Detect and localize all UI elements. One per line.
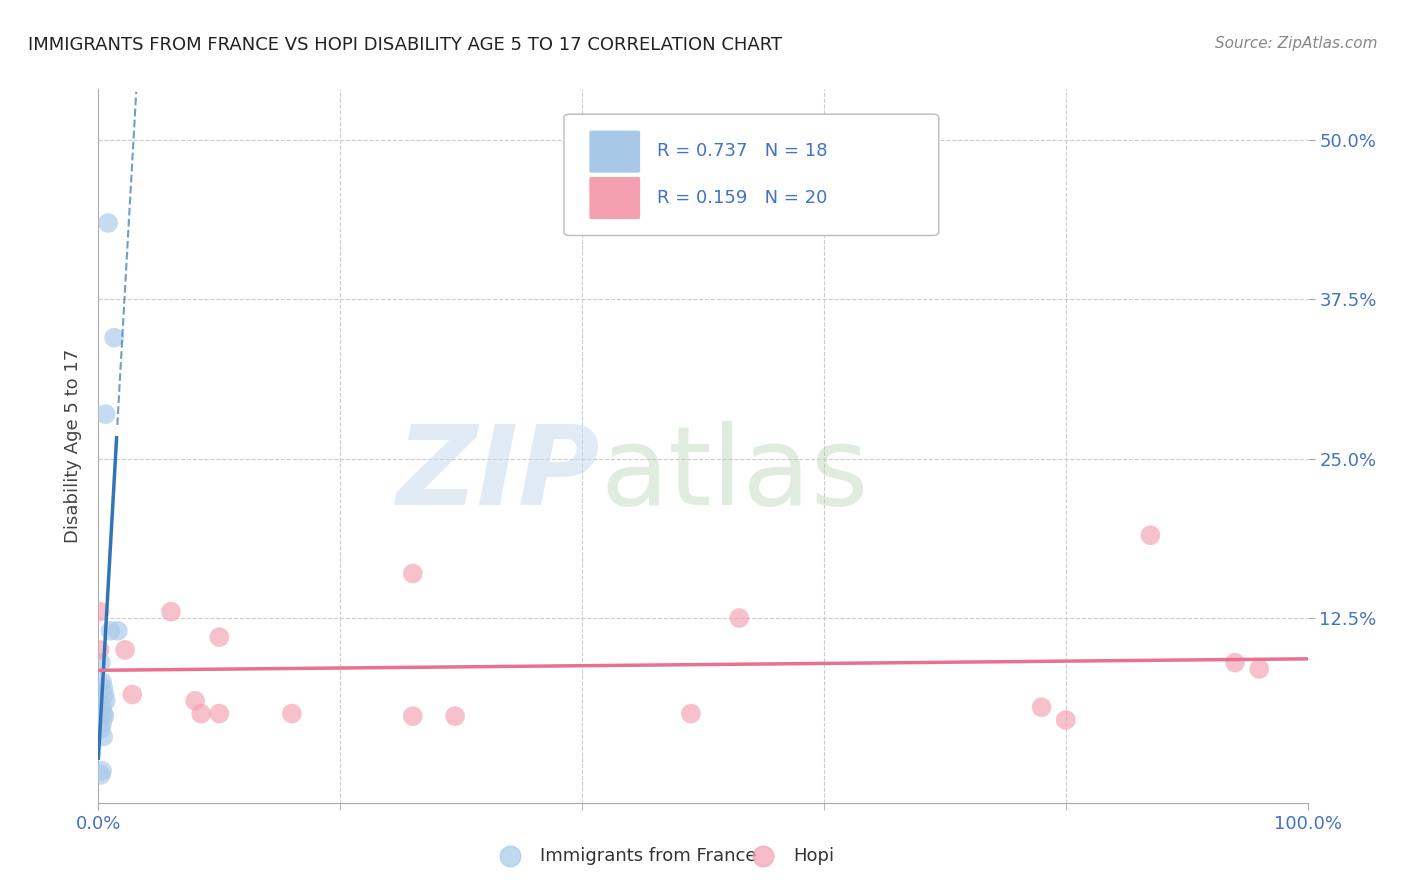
- Point: [90, 722, 112, 736]
- Point: [208, 630, 231, 644]
- Point: [90, 768, 112, 782]
- Point: [107, 624, 129, 638]
- Text: ZIP: ZIP: [396, 421, 600, 528]
- Point: [91, 706, 114, 721]
- Point: [498, 866, 520, 880]
- Point: [100, 624, 122, 638]
- Point: [91, 716, 114, 731]
- FancyBboxPatch shape: [564, 114, 939, 235]
- Point: [444, 709, 467, 723]
- Text: R = 0.159   N = 20: R = 0.159 N = 20: [657, 189, 827, 207]
- Point: [1223, 656, 1246, 670]
- Text: Immigrants from France: Immigrants from France: [540, 847, 756, 865]
- Point: [208, 706, 231, 721]
- Point: [121, 688, 143, 702]
- Point: [94, 694, 117, 708]
- Text: Hopi: Hopi: [793, 847, 835, 865]
- Point: [91, 700, 114, 714]
- Point: [114, 643, 136, 657]
- Point: [1054, 713, 1077, 727]
- Point: [679, 706, 702, 721]
- Y-axis label: Disability Age 5 to 17: Disability Age 5 to 17: [63, 349, 82, 543]
- Point: [93, 688, 115, 702]
- Point: [281, 706, 304, 721]
- Point: [728, 611, 751, 625]
- Point: [160, 605, 183, 619]
- Point: [91, 730, 114, 744]
- Point: [90, 656, 112, 670]
- Point: [94, 407, 117, 421]
- Point: [89, 643, 111, 657]
- Point: [752, 866, 775, 880]
- Point: [184, 694, 207, 708]
- Text: IMMIGRANTS FROM FRANCE VS HOPI DISABILITY AGE 5 TO 17 CORRELATION CHART: IMMIGRANTS FROM FRANCE VS HOPI DISABILIT…: [28, 36, 782, 54]
- Point: [1139, 528, 1161, 542]
- Point: [91, 681, 114, 695]
- Point: [97, 216, 120, 230]
- Point: [89, 605, 111, 619]
- Point: [1249, 662, 1271, 676]
- Point: [402, 709, 425, 723]
- Point: [103, 331, 125, 345]
- FancyBboxPatch shape: [589, 130, 640, 173]
- Point: [91, 764, 114, 778]
- Text: R = 0.737   N = 18: R = 0.737 N = 18: [657, 143, 828, 161]
- Point: [93, 709, 115, 723]
- Point: [1031, 700, 1053, 714]
- FancyBboxPatch shape: [589, 177, 640, 219]
- Text: Source: ZipAtlas.com: Source: ZipAtlas.com: [1215, 36, 1378, 51]
- Point: [402, 566, 425, 581]
- Point: [91, 674, 114, 689]
- Point: [190, 706, 212, 721]
- Text: atlas: atlas: [600, 421, 869, 528]
